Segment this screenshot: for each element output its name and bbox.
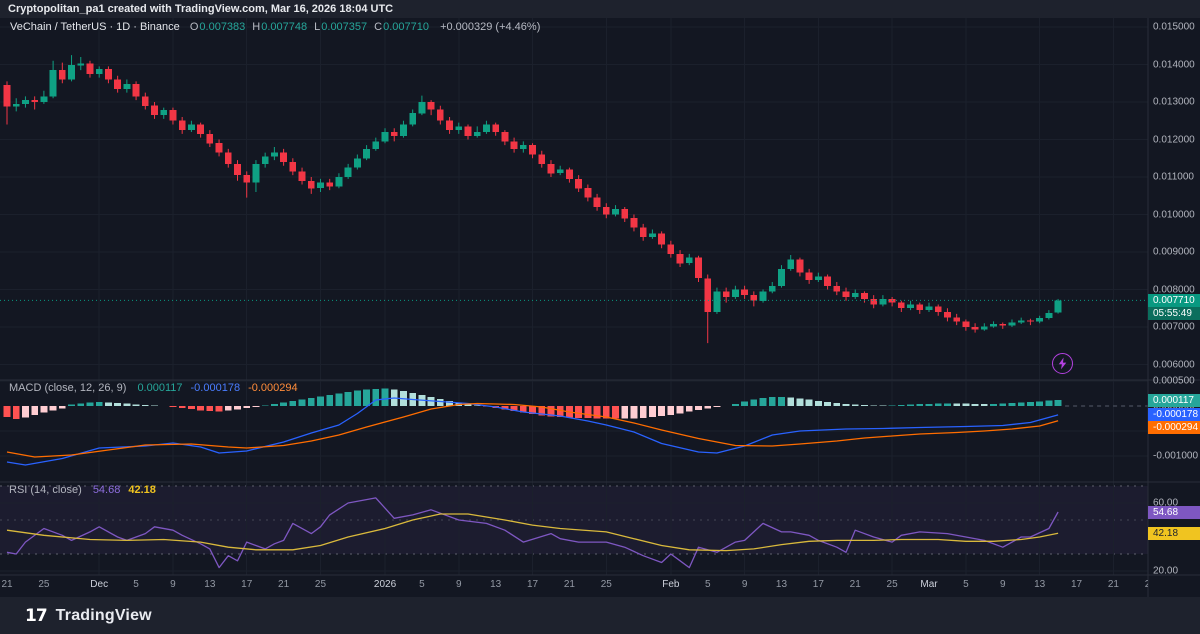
axis-label: 0.013000 — [1153, 96, 1195, 108]
macd-value: -0.000178 — [190, 382, 241, 394]
time-tick-label: 21 — [563, 579, 575, 590]
axis-label: 0.011000 — [1153, 171, 1194, 183]
attribution-bar: Cryptopolitan_pa1 created with TradingVi… — [0, 0, 1200, 18]
axis-badge: -0.000294 — [1148, 421, 1200, 435]
symbol-title[interactable]: VeChain / TetherUS · 1D · Binance — [10, 21, 180, 33]
footer-bar: 17 TradingView — [0, 597, 1200, 634]
time-tick-label: 13 — [204, 579, 216, 590]
time-tick-label: Mar — [920, 579, 938, 590]
time-tick-label: Feb — [662, 579, 680, 590]
axis-label: -0.001000 — [1153, 450, 1199, 462]
time-tick-label: 25 — [38, 579, 50, 590]
symbol-legend[interactable]: VeChain / TetherUS · 1D · Binance O0.007… — [10, 21, 540, 33]
last-price-badge: 0.007710 05:55:49 — [1148, 293, 1200, 320]
axis-badge: 42.18 — [1148, 526, 1200, 540]
axis-label: 0.008000 — [1153, 284, 1195, 295]
time-tick-label: 17 — [812, 579, 824, 590]
time-tick-label: 5 — [704, 579, 711, 590]
axis-label: 0.014000 — [1153, 59, 1195, 70]
macd-value: -0.000294 — [248, 382, 298, 394]
lightning-icon — [1058, 357, 1067, 370]
time-tick-label: 25 — [886, 579, 898, 590]
last-price-value: 0.007710 — [1148, 293, 1200, 307]
axis-label: 0.000500 — [1153, 375, 1195, 387]
attribution-text: Cryptopolitan_pa1 created with TradingVi… — [8, 3, 394, 15]
ohlc-value: 0.007383 — [199, 21, 246, 33]
bar-countdown: 05:55:49 — [1148, 306, 1200, 320]
rsi-value: 54.68 — [92, 484, 121, 496]
axis-label: 0.015000 — [1153, 21, 1195, 33]
time-tick-label: 9 — [455, 579, 462, 590]
axis-label: 20.00 — [1153, 565, 1179, 577]
axis-badge: 0.000117 — [1148, 393, 1200, 407]
time-tick-label: 21 — [849, 579, 861, 590]
ohlc-label: H — [252, 21, 261, 33]
time-tick-label: 21 — [1, 579, 13, 590]
ohlc-value: 0.007748 — [261, 21, 308, 33]
time-tick-label: 5 — [133, 579, 139, 590]
time-axis[interactable]: 21 25 Dec 5 9 13 17 21 25 2026 5 9 13 17 21 25 Feb 5 9 13 17… — [0, 575, 1148, 597]
time-tick-label: 17 — [1070, 579, 1083, 590]
time-tick-label: 5 — [963, 579, 969, 590]
time-tick-label: 13 — [490, 579, 502, 590]
time-tick-label: 25 — [1144, 579, 1148, 590]
time-tick-label: 9 — [170, 579, 176, 590]
macd-values: 0.000117 -0.000178 -0.000294 — [129, 382, 297, 394]
tradingview-logo-icon[interactable]: 17 — [25, 605, 48, 626]
time-tick-label: 25 — [314, 579, 327, 590]
rsi-legend[interactable]: RSI (14, close) 54.68 42.18 — [9, 484, 156, 496]
time-tick-label: 2026 — [373, 579, 397, 590]
ohlc-label: C — [374, 21, 383, 33]
axis-badge: 54.68 — [1148, 505, 1200, 519]
axis-label: 0.012000 — [1153, 134, 1195, 145]
time-tick-label: 9 — [741, 579, 748, 590]
time-tick-label: 25 — [600, 579, 612, 590]
boost-button[interactable] — [1052, 353, 1073, 374]
axis-label: 60.00 — [1153, 497, 1179, 509]
rsi-values: 54.68 42.18 — [85, 484, 156, 496]
ohlc-value: 0.007357 — [321, 21, 368, 33]
tradingview-brand[interactable]: TradingView — [55, 606, 152, 624]
price-change: +0.000329 (+4.46%) — [440, 21, 541, 33]
time-tick-label: 21 — [278, 579, 290, 590]
price-axis[interactable]: 0.015000 0.014000 0.013000 0.012000 0.011000… — [1148, 18, 1200, 597]
time-tick-label: 13 — [1034, 579, 1046, 590]
axis-label: 0.006000 — [1153, 359, 1195, 370]
time-tick-label: 9 — [999, 579, 1006, 590]
ohlc-label: L — [314, 21, 321, 33]
axis-label: 0.007000 — [1153, 321, 1195, 333]
macd-value: 0.000117 — [137, 382, 183, 394]
macd-title[interactable]: MACD (close, 12, 26, 9) — [9, 382, 127, 394]
time-tick-label: 17 — [526, 579, 539, 590]
ohlc-values: O0.007383 H0.007748 L0.007357 C0.007710 — [183, 21, 429, 33]
time-tick-label: 13 — [775, 579, 788, 590]
ohlc-value: 0.007710 — [383, 21, 429, 33]
rsi-value: 42.18 — [128, 484, 156, 496]
time-tick-label: 21 — [1107, 579, 1119, 590]
time-tick-label: 17 — [241, 579, 253, 590]
axis-badge: -0.000178 — [1148, 408, 1200, 422]
axis-label: 0.010000 — [1153, 209, 1195, 220]
ohlc-label: O — [189, 21, 199, 33]
time-tick-label: 5 — [419, 579, 425, 590]
rsi-title[interactable]: RSI (14, close) — [9, 484, 82, 496]
axis-label: 0.009000 — [1153, 246, 1195, 258]
macd-legend[interactable]: MACD (close, 12, 26, 9) 0.000117 -0.00017… — [9, 382, 298, 394]
time-tick-label: Dec — [90, 579, 109, 590]
